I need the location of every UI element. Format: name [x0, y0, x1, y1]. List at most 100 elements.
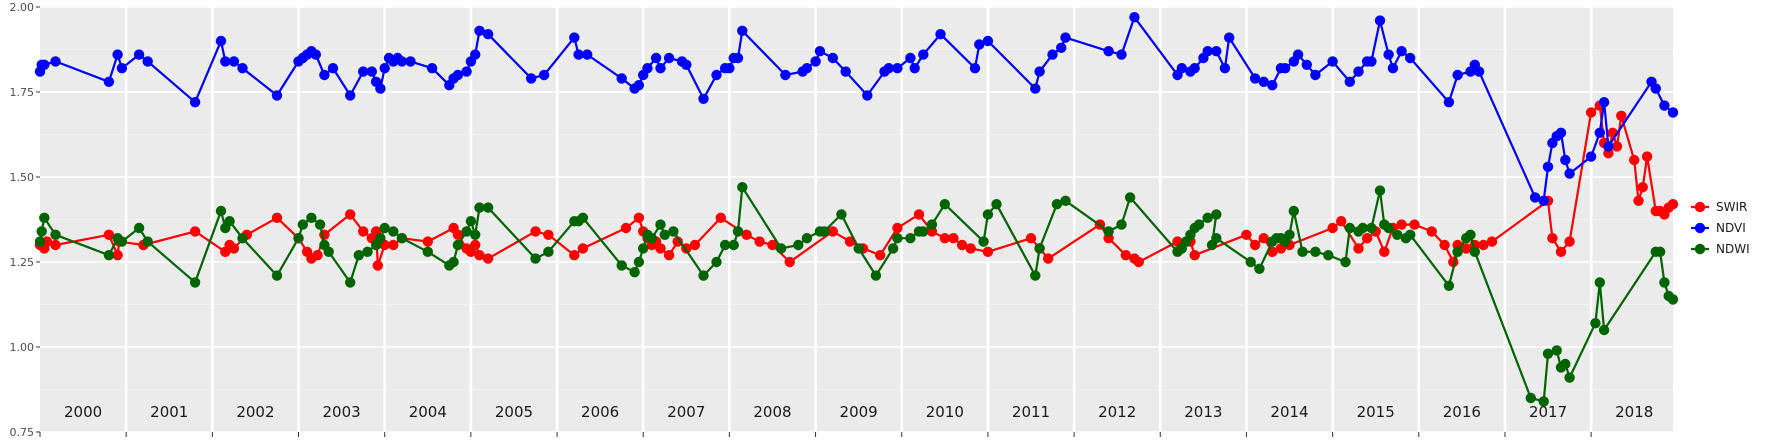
swir-point	[1327, 222, 1338, 234]
ndvi-point	[892, 62, 903, 74]
ndvi-point	[1176, 62, 1188, 74]
ndwi-point	[1051, 199, 1063, 210]
ndwi-point	[991, 199, 1002, 210]
ndvi-point	[327, 62, 339, 74]
swir-point	[913, 209, 925, 220]
legend-key-point-ndvi	[1694, 222, 1706, 234]
ndwi-point	[1469, 246, 1481, 257]
ndvi-point	[1129, 12, 1140, 23]
ndvi-point	[1555, 127, 1567, 138]
ndwi-point	[1357, 222, 1369, 234]
ndvi-point	[474, 25, 485, 36]
y-tick-label: 2.00	[10, 1, 35, 14]
ndwi-point	[775, 243, 787, 254]
ndvi-point	[974, 39, 985, 50]
ndvi-point	[909, 62, 920, 74]
ndvi-point	[633, 80, 645, 91]
swir-point	[1616, 110, 1627, 122]
ndvi-point	[1594, 127, 1606, 138]
ndvi-point	[482, 29, 494, 40]
swir-point	[633, 212, 645, 223]
swir-point	[620, 222, 632, 234]
ndwi-point	[396, 233, 408, 244]
swir-point	[1547, 233, 1558, 244]
ndvi-point	[698, 93, 709, 105]
ndvi-point	[345, 90, 356, 101]
ndwi-point	[728, 239, 739, 251]
year-label: 2001	[150, 403, 188, 421]
swir-point	[1426, 226, 1437, 237]
swir-point	[577, 243, 589, 254]
ndwi-point	[1211, 233, 1222, 244]
ndwi-point	[1590, 318, 1601, 329]
ndvi-point	[1396, 46, 1407, 57]
swir-point	[1629, 154, 1640, 166]
ndvi-point	[1116, 49, 1127, 60]
ndvi-point	[724, 62, 735, 74]
ndvi-point	[1659, 100, 1670, 111]
ndwi-point	[1124, 192, 1136, 203]
ndwi-point	[1392, 229, 1403, 240]
ndwi-point	[1344, 222, 1356, 234]
year-label: 2013	[1184, 403, 1222, 421]
swir-point	[1043, 253, 1054, 264]
ndwi-point	[629, 267, 640, 278]
ndwi-point	[1034, 243, 1045, 254]
year-label: 2003	[323, 403, 361, 421]
swir-point	[228, 243, 240, 254]
swir-point	[112, 250, 123, 261]
ndwi-point	[470, 229, 481, 240]
swir-point	[422, 236, 433, 247]
ndvi-point	[1667, 107, 1679, 118]
ndvi-point	[379, 62, 390, 74]
ndvi-point	[711, 69, 722, 81]
ndwi-point	[461, 226, 472, 237]
year-label: 2012	[1098, 403, 1136, 421]
ndwi-point	[1465, 229, 1476, 240]
swir-point	[875, 250, 886, 261]
ndvi-point	[663, 52, 675, 64]
ndvi-point	[396, 56, 408, 67]
year-label: 2014	[1270, 403, 1308, 421]
swir-point	[982, 246, 994, 257]
ndvi-point	[103, 76, 115, 88]
swir-point	[1379, 246, 1390, 257]
swir-point	[754, 236, 765, 247]
ndvi-point	[1598, 97, 1610, 108]
ndwi-point	[1323, 250, 1334, 261]
ndwi-point	[422, 246, 433, 257]
swir-point	[939, 233, 950, 244]
year-label: 2018	[1615, 403, 1653, 421]
ndwi-point	[1525, 392, 1537, 404]
year-label: 2010	[926, 403, 964, 421]
ndvi-point	[215, 35, 227, 47]
ndwi-point	[801, 233, 813, 244]
ndwi-point	[638, 243, 649, 254]
ndvi-point	[1060, 32, 1071, 43]
ndwi-point	[870, 270, 882, 281]
ndwi-point	[133, 222, 145, 234]
ndvi-point	[461, 66, 472, 77]
ndwi-point	[1202, 212, 1213, 223]
ndvi-point	[470, 49, 481, 60]
swir-point	[543, 229, 554, 240]
ndwi-point	[543, 246, 554, 257]
ndvi-point	[737, 25, 748, 36]
ndwi-point	[1374, 185, 1386, 196]
swir-point	[784, 256, 795, 268]
swir-point	[1461, 243, 1472, 254]
swir-point	[1025, 233, 1037, 244]
ndvi-point	[780, 69, 791, 81]
ndvi-point	[905, 52, 916, 64]
ndvi-point	[1280, 62, 1291, 74]
ndvi-point	[1560, 154, 1571, 166]
ndwi-point	[1551, 345, 1562, 356]
swir-point	[1564, 236, 1575, 247]
ndvi-point	[982, 35, 994, 47]
ndwi-point	[655, 219, 666, 230]
ndvi-point	[237, 62, 248, 74]
ndwi-point	[142, 236, 153, 247]
ndwi-point	[306, 212, 317, 223]
ndwi-point	[345, 277, 356, 288]
ndvi-point	[39, 59, 50, 70]
